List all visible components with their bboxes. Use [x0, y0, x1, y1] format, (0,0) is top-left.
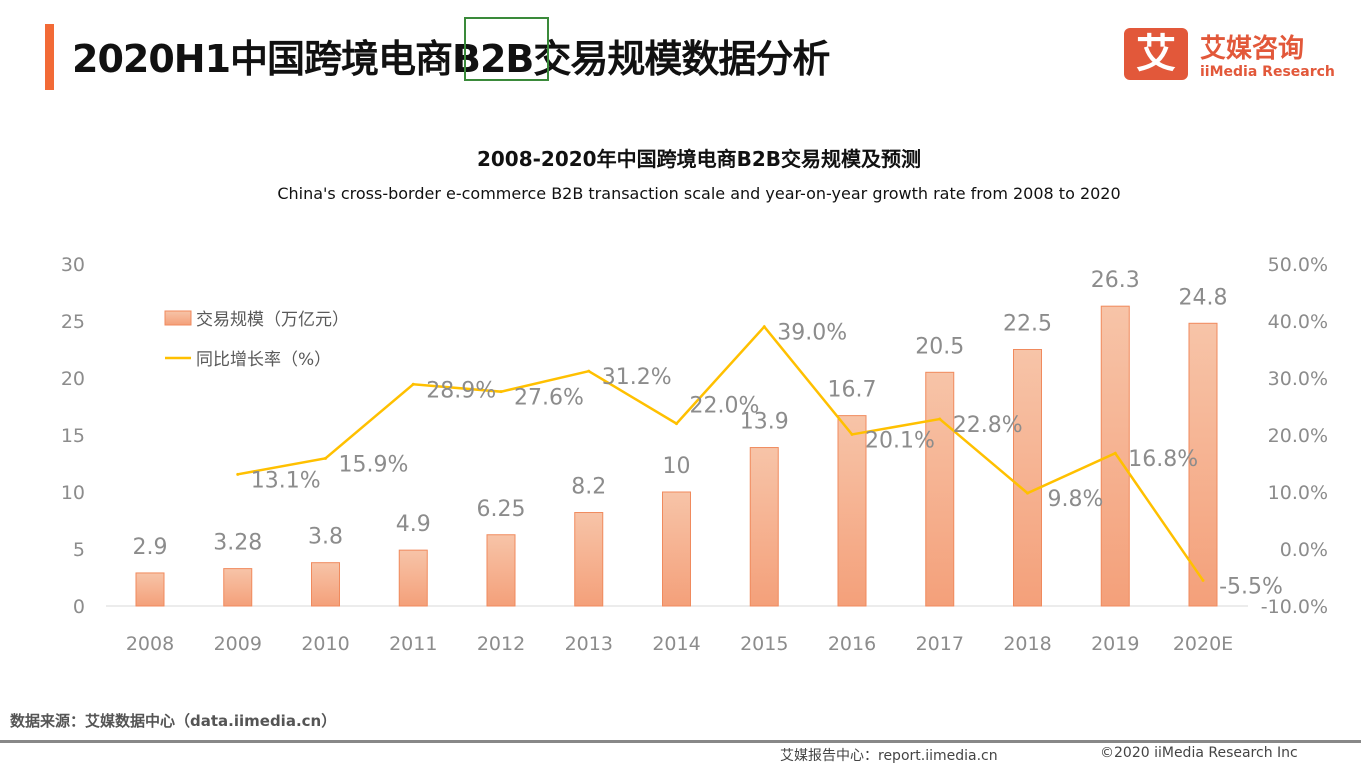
bar	[398, 549, 428, 607]
line-point	[675, 422, 678, 426]
y-right-tick-label: -10.0%	[1261, 596, 1328, 618]
y-right-tick-label: 50.0%	[1268, 254, 1328, 276]
y-right-tick-label: 20.0%	[1268, 425, 1328, 447]
line-data-label: -5.5%	[1219, 574, 1283, 599]
x-tick-label: 2012	[477, 633, 525, 655]
y-left-tick-label: 30	[61, 254, 85, 276]
legend-bar-label: 交易规模（万亿元）	[196, 310, 349, 330]
bar	[223, 568, 253, 607]
x-tick-label: 2018	[1003, 633, 1051, 655]
line-point	[762, 325, 766, 329]
line-data-label: 31.2%	[602, 365, 672, 390]
bar	[1100, 305, 1130, 607]
line-data-label: 39.0%	[777, 321, 847, 346]
line-point	[850, 432, 854, 436]
legend-bar-swatch	[164, 310, 192, 326]
bar-data-label: 20.5	[915, 334, 964, 359]
x-tick-label: 2019	[1091, 633, 1139, 655]
bar	[749, 447, 779, 607]
bar-data-label: 3.8	[308, 525, 343, 550]
x-tick-label: 2011	[389, 633, 437, 655]
x-tick-label: 2008	[126, 633, 174, 655]
y-left-tick-label: 5	[73, 539, 85, 561]
bar-data-label: 3.28	[213, 531, 262, 556]
line-data-label: 22.8%	[953, 413, 1023, 438]
bar-data-label: 26.3	[1091, 268, 1140, 293]
bar-data-label: 6.25	[477, 497, 526, 522]
bar	[1188, 322, 1218, 607]
line-data-label: 28.9%	[426, 378, 496, 403]
bar	[311, 562, 340, 607]
logo-text-cn: 艾媒咨询	[1200, 34, 1305, 64]
bar	[925, 371, 955, 607]
chart-title: 2008-2020年中国跨境电商B2B交易规模及预测	[476, 147, 922, 171]
y-left-tick-label: 10	[61, 482, 85, 504]
x-tick-label: 2013	[565, 633, 613, 655]
footer-report-link[interactable]: 艾媒报告中心：report.iimedia.cn	[780, 748, 998, 764]
bar	[1013, 349, 1042, 607]
line-point	[1201, 578, 1205, 582]
bar	[662, 491, 691, 607]
x-tick-label: 2014	[652, 633, 700, 655]
line-point	[411, 382, 415, 386]
highlight-box	[464, 17, 549, 81]
bar-data-label: 22.5	[1003, 312, 1052, 337]
bar	[837, 415, 867, 607]
line-point	[324, 456, 327, 460]
bar-data-label: 16.7	[828, 378, 877, 403]
y-right-tick-label: 0.0%	[1280, 539, 1328, 561]
line-data-label: 13.1%	[251, 468, 321, 493]
y-left-tick-label: 0	[73, 596, 85, 618]
line-point	[1113, 451, 1117, 455]
logo-icon: 艾	[1124, 28, 1188, 80]
bar-data-label: 4.9	[396, 512, 431, 537]
footer-copyright: ©2020 iiMedia Research Inc	[1100, 745, 1298, 761]
bar-data-label: 8.2	[571, 475, 606, 500]
line-data-label: 9.8%	[1048, 487, 1104, 512]
line-data-label: 27.6%	[514, 386, 584, 411]
bar	[574, 512, 604, 607]
line-data-label: 20.1%	[865, 428, 935, 453]
x-tick-label: 2010	[301, 633, 349, 655]
line-point	[236, 472, 240, 476]
x-tick-label: 2016	[828, 633, 876, 655]
bar-data-label: 13.9	[740, 410, 789, 435]
line-point	[499, 390, 503, 394]
y-right-tick-label: 40.0%	[1268, 311, 1328, 333]
line-data-label: 15.9%	[339, 452, 409, 477]
line-data-label: 22.0%	[690, 394, 760, 419]
x-tick-label: 2009	[214, 633, 262, 655]
y-left-tick-label: 20	[61, 368, 85, 390]
y-left-tick-label: 15	[61, 425, 85, 447]
line-point	[587, 369, 591, 373]
title-accent-bar	[45, 24, 54, 90]
bar	[486, 534, 516, 607]
x-tick-label: 2020E	[1173, 633, 1233, 655]
line-point	[1026, 491, 1029, 495]
chart-subtitle: China's cross-border e-commerce B2B tran…	[277, 184, 1121, 203]
x-tick-label: 2017	[916, 633, 964, 655]
legend-line-label: 同比增长率（%）	[196, 350, 331, 370]
y-left-tick-label: 25	[61, 311, 85, 333]
growth-line	[237, 324, 1205, 582]
y-right-tick-label: 30.0%	[1268, 368, 1328, 390]
line-point	[938, 417, 942, 421]
footer-divider	[0, 740, 1361, 743]
bar-data-label: 2.9	[133, 535, 168, 560]
line-data-label: 16.8%	[1128, 447, 1198, 472]
bar-data-label: 24.8	[1179, 285, 1228, 310]
page-title: 2020H1中国跨境电商B2B交易规模数据分析	[72, 37, 830, 81]
bar	[135, 572, 165, 607]
data-source: 数据来源：艾媒数据中心（data.iimedia.cn）	[10, 712, 337, 730]
bar-data-label: 10	[663, 454, 691, 479]
logo-text-en: iiMedia Research	[1200, 64, 1335, 80]
y-right-tick-label: 10.0%	[1268, 482, 1328, 504]
x-tick-label: 2015	[740, 633, 788, 655]
